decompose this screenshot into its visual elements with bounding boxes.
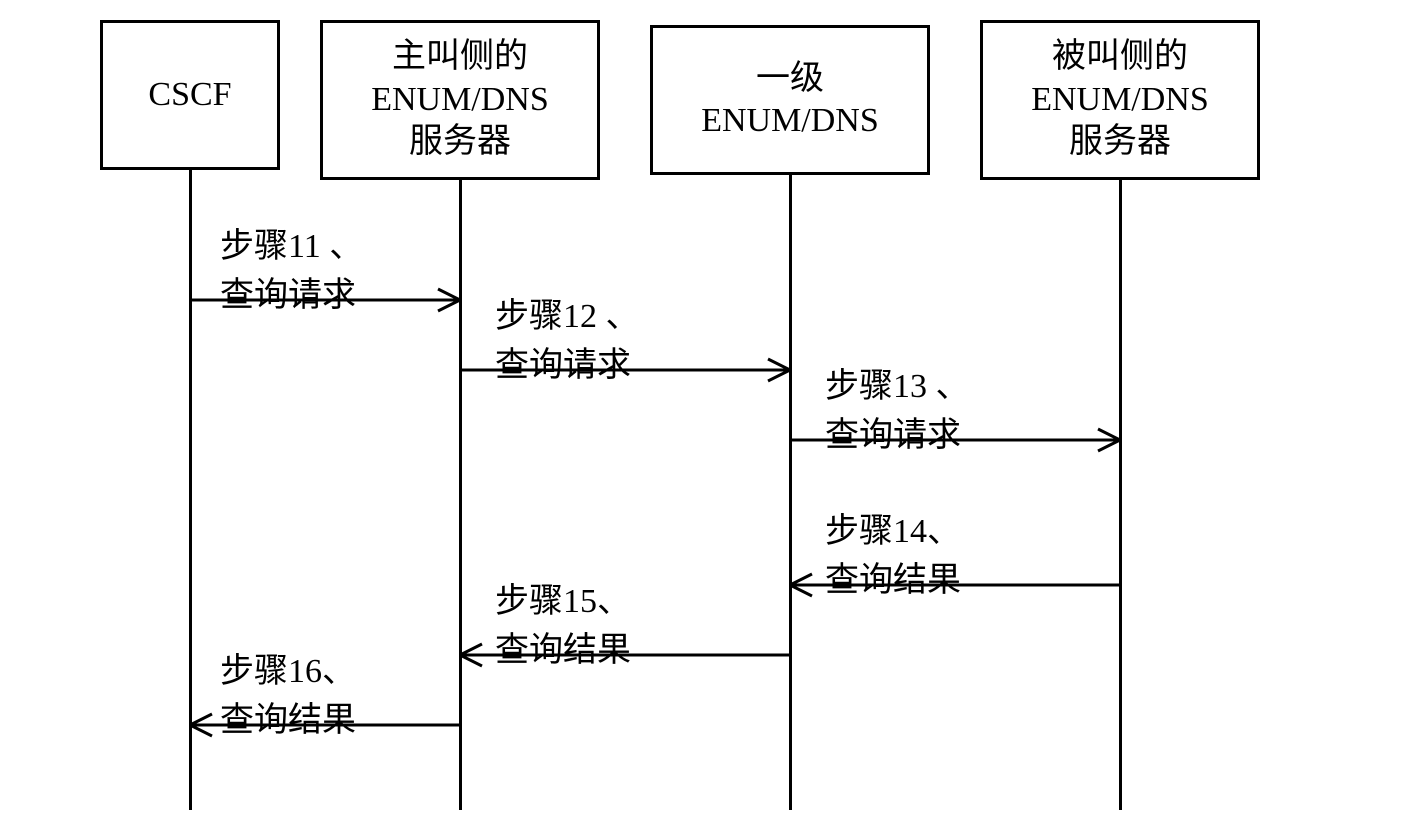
- msg-step-16-line1: 步骤16、: [220, 653, 356, 690]
- msg-step-12-line1: 步骤12 、: [495, 298, 640, 335]
- msg-step-13-line1: 步骤13 、: [825, 368, 970, 405]
- msg-step-13: 步骤13 、 查询请求: [825, 362, 970, 461]
- msg-step-16: 步骤16、 查询结果: [220, 647, 356, 746]
- msg-step-15: 步骤15、 查询结果: [495, 577, 631, 676]
- msg-step-11-line1: 步骤11 、: [220, 228, 363, 265]
- msg-step-14-line2: 查询结果: [825, 562, 961, 599]
- msg-step-12-line2: 查询请求: [495, 347, 631, 384]
- msg-step-12: 步骤12 、 查询请求: [495, 292, 640, 391]
- msg-step-15-line2: 查询结果: [495, 632, 631, 669]
- msg-step-14: 步骤14、 查询结果: [825, 507, 961, 606]
- msg-step-11-line2: 查询请求: [220, 277, 356, 314]
- msg-step-15-line1: 步骤15、: [495, 583, 631, 620]
- msg-step-16-line2: 查询结果: [220, 702, 356, 739]
- sequence-diagram: CSCF 主叫侧的ENUM/DNS服务器 一级ENUM/DNS 被叫侧的ENUM…: [80, 20, 1380, 810]
- msg-step-14-line1: 步骤14、: [825, 513, 961, 550]
- msg-step-13-line2: 查询请求: [825, 417, 961, 454]
- msg-step-11: 步骤11 、 查询请求: [220, 222, 363, 321]
